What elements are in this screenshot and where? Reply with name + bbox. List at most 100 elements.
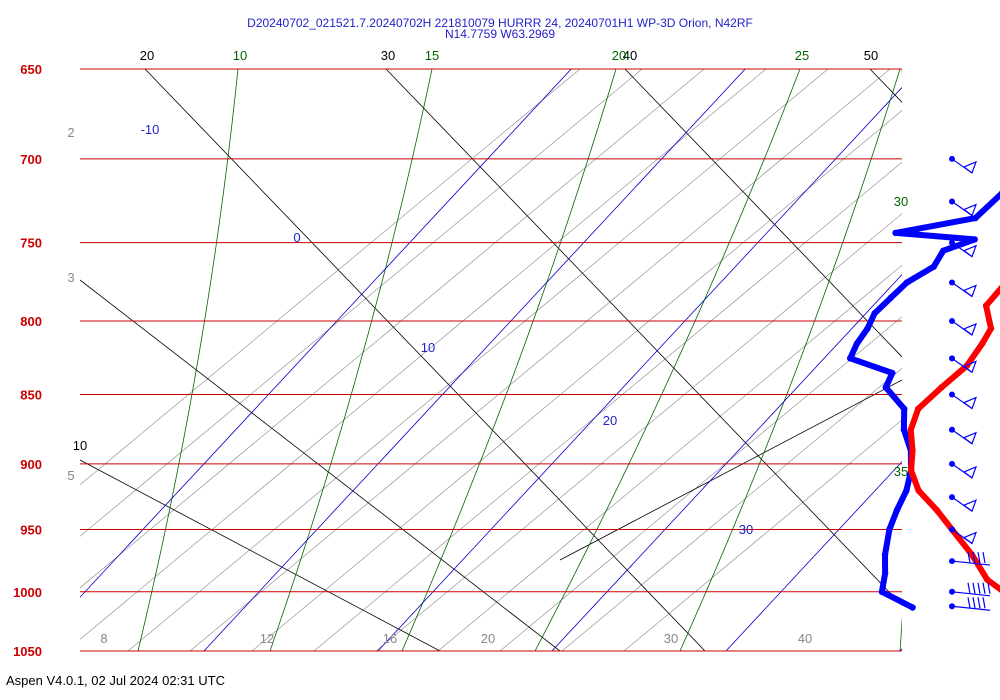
dewpoint-profile-point — [940, 247, 947, 254]
dewpoint-profile-point — [971, 236, 978, 243]
wind-barb-flag — [962, 203, 978, 217]
wind-barb-850 — [949, 391, 978, 410]
wind-barb-flag — [962, 465, 978, 479]
wind-barb-feather — [977, 582, 981, 594]
wind-barb-flag — [962, 531, 978, 545]
pressure-label-700: 700 — [20, 152, 42, 167]
isobars — [80, 68, 902, 652]
mixing-ratio-label-20: 20 — [481, 631, 495, 646]
pressure-label-900: 900 — [20, 457, 42, 472]
wind-barb-flag — [962, 160, 978, 174]
mixing-ratio-line — [623, 419, 902, 651]
wind-barb-900 — [949, 460, 978, 479]
pressure-label-1000: 1000 — [13, 585, 42, 600]
moist-adiabat-label-25: 25 — [795, 48, 809, 63]
dry-adiabat-label-40: 40 — [623, 48, 637, 63]
wind-barbs — [949, 155, 991, 611]
temperature-profile-point — [982, 302, 990, 309]
footer-version: Aspen V4.0.1, 02 Jul 2024 02:31 UTC — [6, 673, 225, 688]
isotherm-label-30: 30 — [739, 522, 753, 537]
dewpoint-profile-point — [972, 214, 979, 222]
wind-barb-750 — [949, 239, 978, 258]
temperature-profile-point — [979, 340, 986, 347]
dewpoint-profile-point — [881, 570, 889, 577]
moist-adiabat-label-35: 35 — [894, 464, 908, 479]
moist-adiabat-line — [679, 69, 901, 651]
mixing-ratio-label-8: 8 — [100, 631, 107, 646]
dewpoint-profile-point — [893, 507, 901, 514]
wind-barb-feather — [972, 582, 976, 594]
dry-adiabats — [80, 69, 902, 651]
wind-barb-feather — [982, 582, 986, 594]
moist-adiabat-line — [534, 69, 801, 651]
mixing-ratio-line — [189, 69, 891, 651]
isotherm-line — [551, 273, 902, 651]
dewpoint-profile-point — [901, 405, 908, 412]
mixing-ratio-line — [127, 69, 829, 651]
wind-barb-staff — [951, 560, 991, 566]
wind-barb-flag — [962, 431, 978, 445]
mixing-ratio-line — [375, 213, 902, 651]
temperature-profile-point — [987, 325, 995, 332]
wind-barb-staff — [951, 605, 991, 611]
isotherm-label-10: 10 — [421, 340, 435, 355]
wind-barb-925 — [949, 494, 978, 513]
moist-adiabat-line — [269, 69, 433, 651]
moist-adiabat-label-10: 10 — [233, 48, 247, 63]
pressure-label-650: 650 — [20, 62, 42, 77]
dry-adiabat-line — [385, 69, 902, 606]
wind-barb-1000 — [949, 582, 991, 597]
wind-barb-800 — [949, 317, 978, 336]
wind-barb-flag — [962, 396, 978, 410]
isotherms — [80, 69, 902, 651]
moist-adiabat-line — [401, 69, 617, 651]
wind-barb-staff — [951, 591, 991, 597]
wind-barb-feather — [982, 551, 986, 564]
mixing-ratio-label-2: 2 — [67, 125, 74, 140]
temperature-profile-point — [933, 507, 941, 514]
dry-adiabat-line — [80, 459, 441, 651]
pressure-label-850: 850 — [20, 388, 42, 403]
dewpoint-profile-point — [900, 426, 908, 433]
mixing-ratio-label-12: 12 — [260, 631, 274, 646]
wind-barb-feather — [967, 597, 971, 609]
dry-adiabat-line — [144, 69, 706, 651]
isotherm-label-20: 20 — [603, 413, 617, 428]
dewpoint-profile-point — [892, 229, 899, 237]
wind-barb-flag — [962, 284, 978, 298]
temperature-profile-point — [938, 384, 945, 391]
isotherm-line — [899, 648, 902, 651]
wind-barb-flag — [962, 244, 978, 258]
wind-barb-flag — [962, 360, 978, 374]
wind-barb-feather — [987, 582, 991, 594]
title-line-1: D20240702_021521.7.20240702H 221810079 H… — [247, 16, 753, 30]
mixing-ratio-line — [251, 110, 902, 651]
mixing-ratio-line — [499, 316, 902, 651]
mixing-ratio-line — [437, 264, 902, 651]
mixing-ratio-label-5: 5 — [67, 468, 74, 483]
dewpoint-profile-point — [909, 604, 916, 611]
wind-barb-feather — [972, 551, 976, 564]
wind-barb-875 — [949, 426, 978, 445]
mixing-ratio-label-30: 30 — [664, 631, 678, 646]
wind-barb-feather — [977, 551, 981, 564]
wind-barb-flag — [962, 322, 978, 336]
temperature-profile-point — [907, 426, 914, 433]
wind-barb-flag — [962, 499, 978, 513]
mixing-ratio-line — [313, 161, 902, 651]
mixing-ratio-line — [80, 69, 767, 640]
dewpoint-profile-point — [903, 487, 910, 494]
wind-barb-950 — [949, 526, 978, 545]
isotherm-label--10: -10 — [141, 122, 160, 137]
dry-adiabat-label-10: 10 — [73, 438, 87, 453]
profiles — [847, 190, 1000, 611]
moist-adiabat-label-20: 20 — [612, 48, 626, 63]
dewpoint-profile-point — [889, 369, 896, 377]
moist-adiabat-label-30: 30 — [894, 194, 908, 209]
isotherm-line — [80, 69, 572, 598]
temperature-profile-point — [915, 405, 922, 412]
isotherm-line — [377, 86, 902, 651]
dewpoint-profile-point — [864, 325, 871, 332]
isotherm-line — [203, 69, 746, 651]
